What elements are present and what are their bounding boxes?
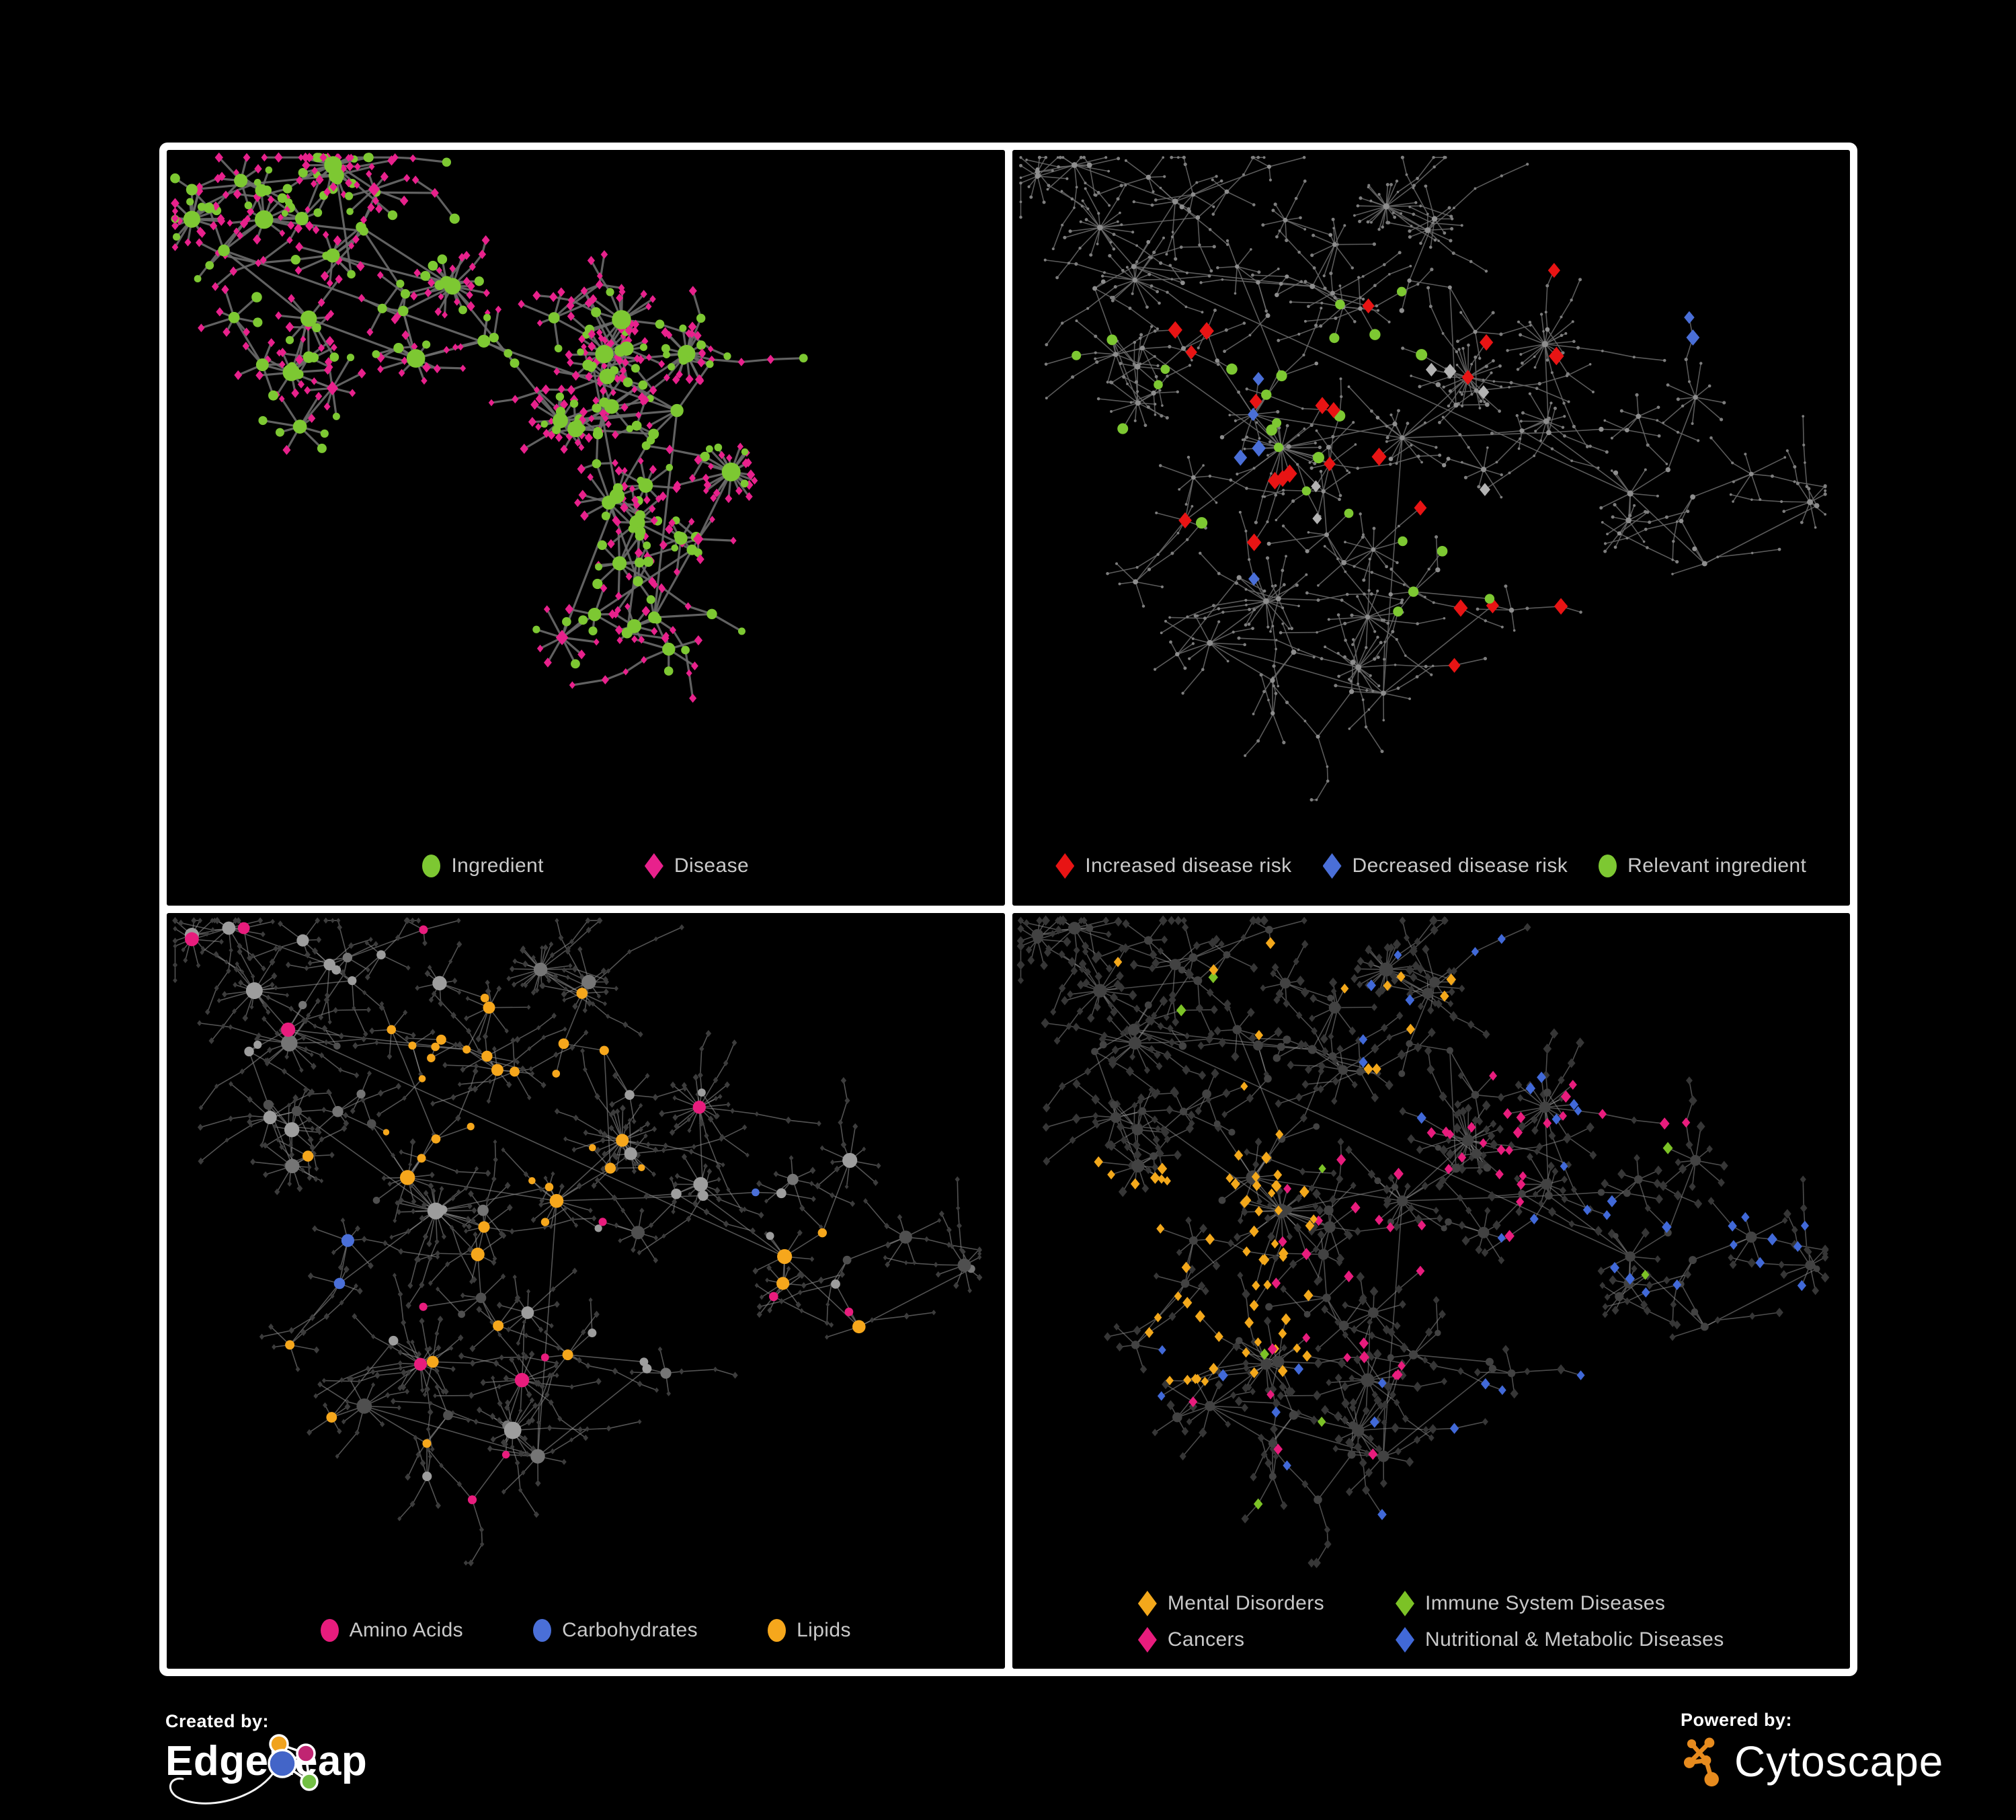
network-nodes: [170, 152, 808, 703]
edgeleap-logo: EdgeLeap: [165, 1734, 475, 1805]
legend-item-immune-diseases: Immune System Diseases: [1396, 1591, 1724, 1616]
nutritional-metabolic-diamond-icon: [1396, 1627, 1414, 1653]
network-graph-disease-classes: [1016, 915, 1829, 1569]
legend-item-disease: Disease: [644, 853, 750, 879]
panel-disease-classes: Mental Disorders Immune System Diseases …: [1012, 913, 1851, 1669]
relevant-ingredient-circle-icon: [1599, 855, 1617, 877]
legend-label: Disease: [674, 855, 750, 877]
legend-item-decreased-risk: Decreased disease risk: [1322, 853, 1568, 879]
panel-grid: Ingredient Disease Increased disease ris…: [159, 143, 1857, 1676]
legend-ingredient-disease: Ingredient Disease: [167, 853, 1005, 879]
legend-label: Mental Disorders: [1167, 1592, 1324, 1614]
legend-label: Decreased disease risk: [1352, 855, 1568, 877]
legend-label: Relevant ingredient: [1627, 855, 1807, 877]
carbohydrates-circle-icon: [533, 1619, 552, 1642]
increased-risk-diamond-icon: [1055, 853, 1075, 879]
lipids-circle-icon: [768, 1619, 787, 1642]
mental-disorders-diamond-icon: [1137, 1591, 1157, 1616]
legend-item-amino-acids: Amino Acids: [320, 1619, 464, 1642]
network-graph-ingredient-disease: [170, 152, 808, 703]
network-edges: [1020, 157, 1826, 801]
ingredient-circle-icon: [422, 855, 441, 877]
panel-disease-risk: Increased disease risk Decreased disease…: [1012, 150, 1851, 906]
legend-disease-classes: Mental Disorders Immune System Diseases …: [1012, 1591, 1851, 1653]
legend-label: Amino Acids: [349, 1619, 464, 1641]
legend-item-relevant-ingredient: Relevant ingredient: [1599, 855, 1806, 877]
amino-acids-circle-icon: [320, 1619, 339, 1642]
cancers-diamond-icon: [1137, 1627, 1157, 1653]
legend-item-ingredient: Ingredient: [422, 855, 543, 877]
powered-by-label: Powered by:: [1681, 1710, 1793, 1730]
network-nodes: [1016, 915, 1829, 1569]
cytoscape-logo: Cytoscape: [1681, 1733, 1963, 1790]
legend-label: Immune System Diseases: [1425, 1592, 1666, 1614]
legend-disease-risk: Increased disease risk Decreased disease…: [1012, 853, 1851, 879]
legend-label: Carbohydrates: [562, 1619, 698, 1641]
network-edges: [1020, 920, 1826, 1564]
legend-item-lipids: Lipids: [768, 1619, 851, 1642]
network-edges: [174, 920, 980, 1564]
legend-item-nutritional-metabolic: Nutritional & Metabolic Diseases: [1396, 1627, 1724, 1653]
legend-item-cancers: Cancers: [1137, 1627, 1324, 1653]
legend-item-mental-disorders: Mental Disorders: [1137, 1591, 1324, 1616]
created-by-label: Created by:: [165, 1711, 270, 1731]
network-graph-disease-risk: [1018, 155, 1827, 802]
network-nodes: [1018, 155, 1827, 802]
legend-label: Increased disease risk: [1085, 855, 1292, 877]
legend-label: Lipids: [797, 1619, 851, 1641]
legend-item-increased-risk: Increased disease risk: [1055, 853, 1291, 879]
legend-nutrient-classes: Amino Acids Carbohydrates Lipids: [167, 1619, 1005, 1642]
decreased-risk-diamond-icon: [1322, 853, 1342, 879]
immune-diseases-diamond-icon: [1396, 1591, 1414, 1616]
network-nodes: [172, 916, 983, 1567]
edgeleap-wordmark: EdgeLeap: [165, 1738, 368, 1784]
network-graph-nutrient-classes: [172, 916, 983, 1567]
edgeleap-credit: Created by: EdgeLeap: [165, 1711, 475, 1812]
legend-item-carbohydrates: Carbohydrates: [533, 1619, 698, 1642]
cytoscape-credit: Powered by: Cytoscape: [1681, 1710, 1963, 1790]
legend-label: Ingredient: [451, 855, 544, 877]
panel-nutrient-classes: Amino Acids Carbohydrates Lipids: [167, 913, 1005, 1669]
panel-ingredient-disease: Ingredient Disease: [167, 150, 1005, 906]
legend-label: Cancers: [1167, 1628, 1245, 1651]
cytoscape-network-icon: [1683, 1737, 1719, 1787]
cytoscape-wordmark: Cytoscape: [1734, 1737, 1944, 1786]
legend-label: Nutritional & Metabolic Diseases: [1425, 1628, 1724, 1651]
disease-diamond-icon: [644, 853, 663, 879]
